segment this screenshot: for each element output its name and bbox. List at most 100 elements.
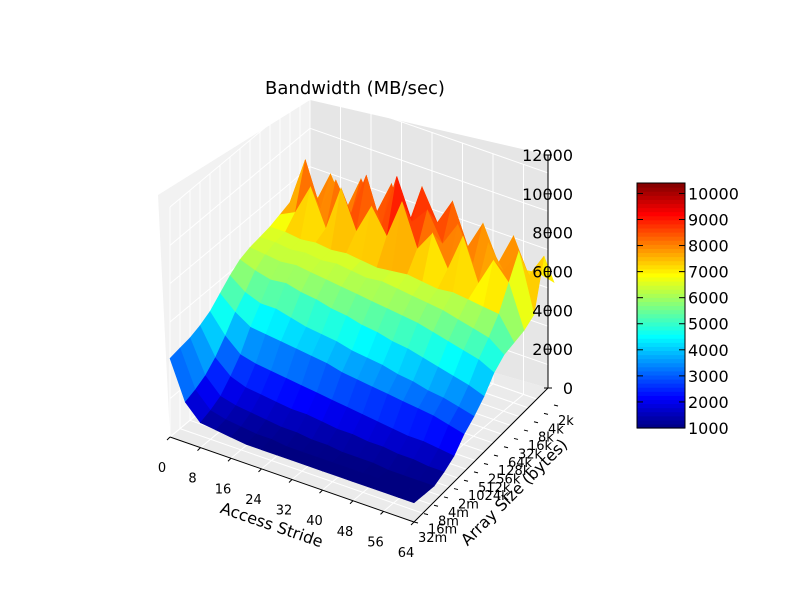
y-tick-label: 128k (498, 464, 531, 479)
colorbar-segment (637, 223, 685, 229)
colorbar-segment (637, 285, 685, 290)
colorbar-tick-label: 2000 (688, 393, 729, 412)
x-tick (410, 521, 415, 526)
colorbar-segment (637, 272, 685, 278)
y-tick-label: 32k (518, 447, 543, 462)
z-grid-line (169, 89, 555, 208)
y-tick (543, 412, 549, 415)
colorbar-segment (637, 260, 685, 266)
y-tick (473, 471, 479, 474)
surface-mesh (169, 158, 555, 504)
colorbar-tick-label: 1000 (688, 419, 729, 438)
colorbar-segment (637, 248, 685, 254)
colorbar-segment (637, 240, 685, 245)
colorbar-segment (637, 317, 685, 323)
y-tick (493, 454, 499, 457)
colorbar-segment (637, 252, 685, 258)
colorbar-segment (637, 325, 685, 331)
colorbar-tick-label: 5000 (688, 315, 729, 334)
colorbar-segment (637, 374, 685, 380)
colorbar-segment (637, 203, 685, 209)
colorbar-segment (637, 207, 685, 213)
x-tick-label: 48 (337, 525, 354, 540)
x-tick-label: 16 (215, 482, 232, 497)
colorbar-segment (637, 411, 685, 417)
colorbar-segment (637, 244, 685, 249)
colorbar-segment (637, 199, 685, 205)
colorbar-segment (637, 395, 685, 401)
y-tick-label: 16k (528, 439, 553, 454)
colorbar-segment (637, 366, 685, 372)
colorbar-segment (637, 415, 685, 421)
x-tick (197, 447, 201, 451)
colorbar-segment (637, 350, 685, 356)
x-tick-labels: 0 8 16 24 32 40 48 56 64 (158, 436, 415, 561)
colorbar-tick-label: 4000 (688, 341, 729, 360)
x-tick (288, 479, 293, 483)
colorbar-segment (637, 219, 685, 225)
y-tick (443, 496, 449, 499)
colorbar-segment (637, 403, 685, 409)
z-tick-label: 2000 (532, 340, 573, 359)
colorbar-segment (637, 370, 685, 376)
y-tick-label: 1024k (468, 489, 509, 504)
y-tick (533, 421, 539, 424)
y-tick-label: 16m (428, 523, 457, 538)
colorbar-segment (637, 264, 685, 270)
colorbar-segment (637, 346, 685, 352)
colorbar-segment (637, 276, 685, 282)
y-tick (523, 429, 529, 432)
z-tick-label: 6000 (532, 263, 573, 282)
colorbar-segment (637, 334, 685, 339)
y-tick (503, 446, 509, 449)
z-tick-label: 0 (563, 379, 573, 398)
x-tick-label: 32 (276, 504, 293, 519)
colorbar-segment (637, 354, 685, 360)
colorbar-segment (637, 419, 685, 425)
colorbar-segment (637, 215, 685, 221)
colorbar-segment (637, 183, 685, 188)
z-grid-line (169, 166, 555, 285)
colorbar-segment (637, 362, 685, 368)
colorbar-segment (637, 407, 685, 413)
colorbar-segment (637, 227, 685, 233)
y-tick-label: 4k (548, 422, 564, 437)
y-tick-labels: 2k4k8k16k32k64k128k256k512k1024k2m4m8m16… (413, 404, 574, 546)
y-tick (433, 504, 439, 507)
y-tick-label: 256k (488, 473, 521, 488)
colorbar-segment (637, 256, 685, 262)
colorbar-segment (637, 338, 685, 343)
colorbar-segment (637, 321, 685, 327)
y-tick-label: 32m (418, 531, 447, 546)
y-axis-line (413, 387, 549, 523)
z-tick-label: 8000 (532, 224, 573, 243)
y-tick (463, 479, 469, 482)
colorbar-segment (637, 305, 685, 311)
y-tick (453, 488, 459, 491)
colorbar-segment (637, 268, 685, 274)
x-tick-label: 64 (398, 546, 415, 561)
y-tick-label: 2k (558, 414, 574, 429)
y-tick-label: 4m (448, 506, 469, 521)
y-tick (413, 521, 419, 524)
x-tick (258, 468, 262, 473)
colorbar-segment (637, 399, 685, 405)
colorbar-segment (637, 211, 685, 217)
colorbar-segment (637, 232, 685, 237)
y-tick-label: 64k (508, 456, 533, 471)
colorbar-segment (637, 423, 685, 429)
colorbar-segment (637, 236, 685, 241)
y-tick-label: 2m (458, 498, 479, 513)
colorbar-tick-label: 3000 (688, 367, 729, 386)
x-tick (166, 436, 171, 441)
x-tick-label: 24 (245, 493, 262, 508)
z-tick-label: 4000 (532, 301, 573, 320)
colorbar-frame (636, 182, 686, 429)
x-tick (380, 511, 384, 515)
colorbar-segment (637, 191, 685, 196)
colorbar-segment (637, 281, 685, 286)
colorbar-segment (637, 358, 685, 364)
z-tick-label: 10000 (522, 185, 573, 204)
z-grid-line (169, 127, 555, 246)
